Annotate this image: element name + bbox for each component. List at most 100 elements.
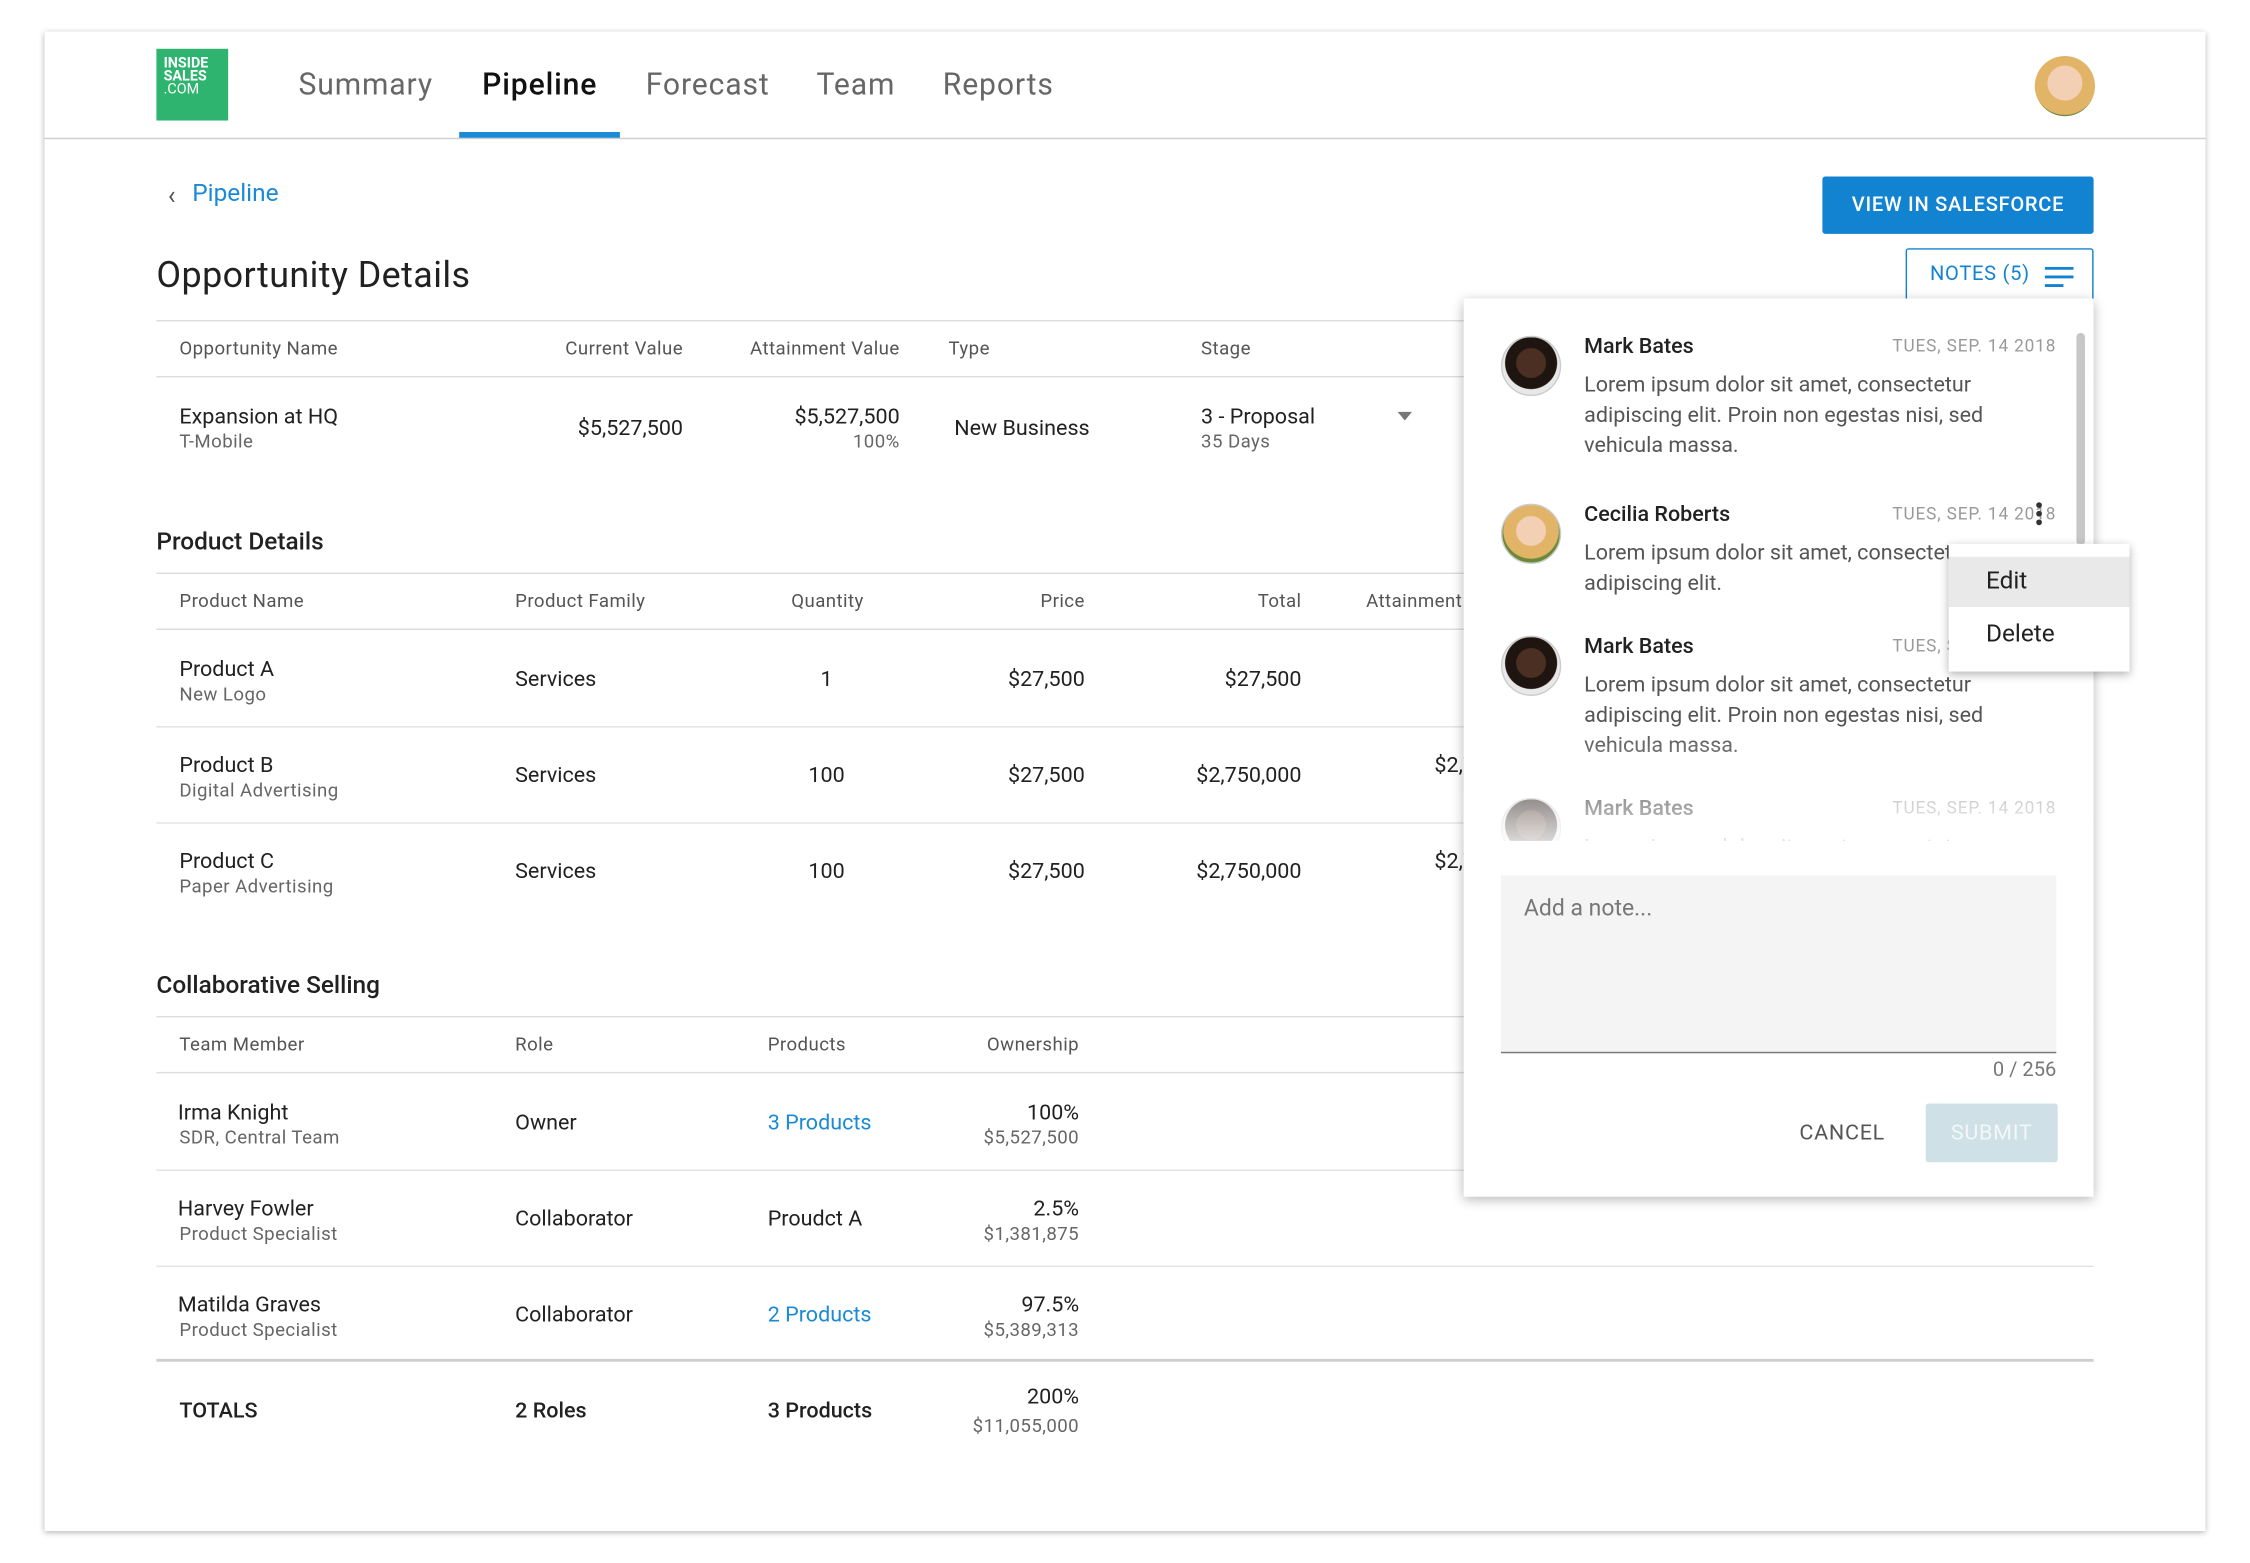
divider bbox=[156, 319, 2094, 322]
logo-line: INSIDE bbox=[163, 55, 209, 72]
cell: 1 bbox=[820, 665, 833, 692]
cell: Proudct A bbox=[767, 1205, 863, 1232]
kebab-icon bbox=[2036, 502, 2042, 526]
cell: $2,750,000 bbox=[1196, 858, 1302, 884]
divider bbox=[156, 1071, 2094, 1074]
products-link[interactable]: 3 Products bbox=[767, 1109, 872, 1136]
cell: $5,527,500 bbox=[577, 414, 684, 441]
nav-tab[interactable]: Summary bbox=[298, 68, 433, 104]
char-counter: 0 / 256 bbox=[1992, 1058, 2057, 1082]
note-avatar bbox=[1500, 335, 1562, 397]
note-text: Lorem ipsum dolor sit amet, consectetur … bbox=[1584, 539, 1972, 596]
cell: $27,500 bbox=[1224, 665, 1302, 692]
notes-icon bbox=[2044, 266, 2074, 287]
cell: New Business bbox=[954, 414, 1090, 441]
column-header: Attainment Value bbox=[750, 338, 900, 361]
cell: Digital Advertising bbox=[179, 780, 339, 803]
nav-tab[interactable]: Forecast bbox=[645, 68, 770, 104]
cell: Product C bbox=[179, 848, 274, 874]
cell: $27,500 bbox=[1007, 665, 1085, 692]
cell: Product A bbox=[179, 655, 275, 682]
products-link[interactable]: 2 Products bbox=[767, 1301, 872, 1328]
column-header: Total bbox=[1257, 591, 1302, 613]
cell: Matilda Graves bbox=[177, 1291, 322, 1318]
context-menu: Edit Delete bbox=[1948, 543, 2130, 672]
column-header: Ownership bbox=[986, 1034, 1080, 1057]
column-header: Role bbox=[515, 1034, 554, 1057]
column-header: Opportunity Name bbox=[179, 338, 338, 361]
cancel-button[interactable]: CANCEL bbox=[1799, 1119, 1885, 1146]
cell: $2,750,000 bbox=[1196, 761, 1302, 788]
column-header: Type bbox=[948, 338, 990, 361]
cell: 200% bbox=[1027, 1383, 1080, 1410]
cell: 100% bbox=[852, 431, 900, 454]
page-title: Opportunity Details bbox=[156, 255, 471, 298]
cell: $27,500 bbox=[1007, 858, 1085, 884]
note-text: Lorem ipsum dolor sit amet, consectetur … bbox=[1584, 371, 1984, 458]
divider bbox=[156, 726, 2094, 728]
note-date: TUES, SEP. 14 2018 bbox=[1892, 335, 2057, 356]
column-header: Attainment bbox=[1366, 591, 1463, 613]
active-tab-indicator bbox=[459, 132, 620, 138]
scrollbar[interactable] bbox=[2076, 332, 2085, 546]
header-divider bbox=[44, 137, 2206, 140]
cell: Product Specialist bbox=[179, 1320, 338, 1342]
submit-button[interactable]: SUBMIT bbox=[1925, 1103, 2058, 1163]
logo: INSIDE SALES .COM bbox=[156, 48, 229, 121]
column-header: Product Name bbox=[179, 591, 305, 613]
back-chevron[interactable]: ‹ bbox=[167, 180, 176, 211]
section-title: Collaborative Selling bbox=[156, 971, 380, 1001]
cell: $27,500 bbox=[1007, 761, 1085, 788]
cell: 100 bbox=[808, 858, 845, 884]
stage-dropdown[interactable] bbox=[1397, 411, 1412, 421]
column-header: Product Family bbox=[515, 591, 646, 613]
cell: SDR, Central Team bbox=[179, 1127, 340, 1150]
cell: 3 - Proposal bbox=[1201, 403, 1316, 430]
kebab-menu[interactable] bbox=[2033, 501, 2044, 530]
menu-edit[interactable]: Edit bbox=[1948, 556, 2130, 607]
menu-label: Delete bbox=[1985, 619, 2055, 649]
cell: 35 Days bbox=[1201, 431, 1271, 454]
cell: 100 bbox=[808, 761, 845, 788]
cell: New Logo bbox=[179, 684, 267, 706]
notes-button-label: NOTES (5) bbox=[1930, 262, 2030, 286]
divider bbox=[156, 1169, 2094, 1171]
column-header: Quantity bbox=[791, 591, 864, 613]
menu-delete[interactable]: Delete bbox=[1949, 610, 2130, 660]
section-title: Product Details bbox=[156, 528, 324, 557]
column-header: Products bbox=[767, 1034, 846, 1057]
divider bbox=[156, 1265, 2094, 1268]
cell: Services bbox=[515, 858, 597, 884]
nav-tab[interactable]: Reports bbox=[942, 68, 1054, 104]
divider bbox=[156, 375, 2094, 378]
note-input[interactable]: Add a note... bbox=[1500, 875, 2057, 1054]
cell: T-Mobile bbox=[179, 431, 254, 454]
notes-panel: Mark Bates TUES, SEP. 14 2018 Lorem ipsum … bbox=[1463, 298, 2094, 1197]
nav-tab[interactable]: Team bbox=[816, 68, 896, 104]
divider bbox=[156, 1358, 2094, 1362]
cell: 97.5% bbox=[1021, 1291, 1080, 1318]
note-author: Cecilia Roberts bbox=[1584, 500, 1731, 527]
cell: Owner bbox=[515, 1109, 577, 1136]
salesforce-button[interactable]: VIEW IN SALESFORCE bbox=[1822, 176, 2094, 234]
column-header: Price bbox=[1040, 591, 1085, 613]
cell: 2.5% bbox=[1033, 1195, 1080, 1222]
logo-line: SALES bbox=[163, 68, 207, 85]
totals-cell: 2 Roles bbox=[515, 1397, 587, 1424]
breadcrumb[interactable]: Pipeline bbox=[192, 179, 279, 209]
cell: $11,055,000 bbox=[972, 1416, 1080, 1438]
menu-label: Edit bbox=[1985, 566, 2028, 596]
cell: Collaborator bbox=[515, 1301, 633, 1328]
cell: Product B bbox=[179, 751, 274, 778]
cell: $5,389,313 bbox=[983, 1320, 1080, 1342]
note-author: Mark Bates bbox=[1584, 332, 1694, 359]
divider bbox=[156, 628, 2094, 630]
notes-button[interactable]: NOTES (5) bbox=[1905, 248, 2094, 303]
column-header: Team Member bbox=[179, 1034, 305, 1057]
note-avatar bbox=[1500, 503, 1562, 564]
column-header: Stage bbox=[1201, 338, 1251, 361]
user-avatar[interactable] bbox=[2034, 55, 2096, 117]
cell: Collaborator bbox=[515, 1205, 633, 1232]
nav-tab[interactable]: Pipeline bbox=[482, 68, 598, 104]
